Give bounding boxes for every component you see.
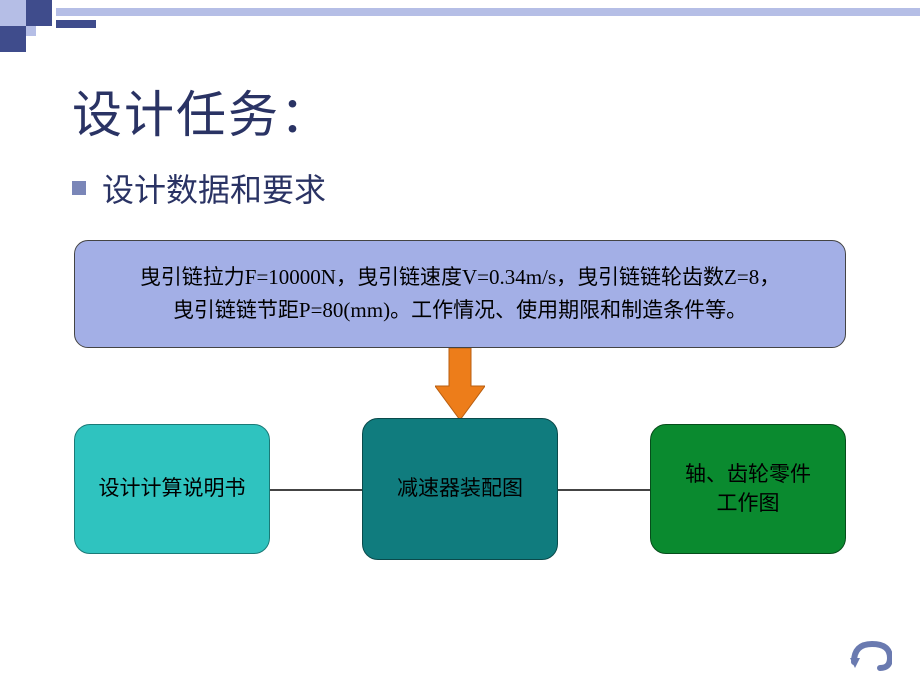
spec-box: 曳引链拉力F=10000N，曳引链速度V=0.34m/s，曳引链链轮齿数Z=8，…	[74, 240, 846, 348]
connector-right	[544, 489, 650, 491]
spec-line1: 曳引链拉力F=10000N，曳引链速度V=0.34m/s，曳引链链轮齿数Z=8，	[140, 265, 780, 289]
output-box-design-doc: 设计计算说明书	[74, 424, 270, 554]
subtitle-text: 设计数据和要求	[102, 165, 326, 211]
subtitle-row: 设计数据和要求	[72, 165, 326, 211]
down-arrow-icon	[435, 348, 485, 420]
bullet-icon	[72, 181, 86, 195]
output-label-1: 设计计算说明书	[99, 474, 246, 503]
slide-title: 设计任务：	[72, 75, 332, 147]
top-bar	[56, 8, 920, 16]
return-arc	[854, 644, 890, 668]
output-box-parts: 轴、齿轮零件 工作图	[650, 424, 846, 554]
output-label-3: 轴、齿轮零件 工作图	[685, 460, 811, 519]
return-icon[interactable]	[848, 638, 892, 672]
output-box-assembly: 减速器装配图	[362, 418, 558, 560]
arrow-path	[435, 348, 485, 420]
output-label-2: 减速器装配图	[397, 474, 523, 503]
top-bar-accent	[56, 20, 96, 28]
connector-left	[269, 489, 375, 491]
spec-line2: 曳引链链节距P=80(mm)。工作情况、使用期限和制造条件等。	[173, 298, 747, 322]
